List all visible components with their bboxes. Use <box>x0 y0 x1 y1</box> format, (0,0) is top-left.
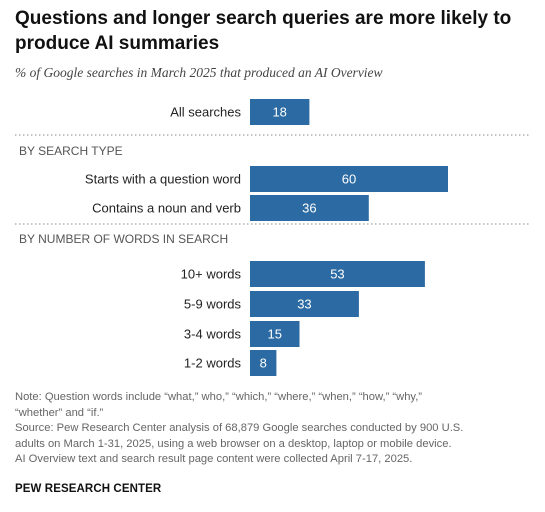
bar <box>250 321 300 347</box>
data-label: 36 <box>302 201 316 216</box>
group-heading: BY SEARCH TYPE <box>19 144 123 158</box>
data-label: 8 <box>260 356 267 371</box>
category-label: 10+ words <box>181 267 242 282</box>
data-label: 53 <box>330 267 344 282</box>
category-label: Starts with a question word <box>85 172 241 187</box>
bar <box>250 291 359 317</box>
bar <box>250 166 448 192</box>
data-label: 18 <box>272 105 286 120</box>
publisher-brand: PEW RESEARCH CENTER <box>15 483 162 495</box>
note-line: “whether” and “if.” <box>15 406 104 419</box>
category-label: 5-9 words <box>184 297 242 312</box>
bar <box>250 195 369 221</box>
bar-chart: All searches 18 BY SEARCH TYPE Starts with … <box>15 99 530 376</box>
source-line: adults on March 1-31, 2025, using a web … <box>15 437 452 450</box>
bar <box>250 350 277 376</box>
chart-note: Note: Question words include “what,” who… <box>15 390 530 468</box>
source-line: AI Overview text and search result page … <box>15 453 413 466</box>
bar <box>250 99 310 125</box>
category-label: 1-2 words <box>184 356 242 371</box>
category-label: All searches <box>170 105 241 120</box>
chart-subtitle: % of Google searches in March 2025 that … <box>15 65 383 80</box>
data-label: 33 <box>297 297 311 312</box>
chart-title: Questions and longer search queries are … <box>15 8 512 54</box>
data-label: 15 <box>268 327 282 342</box>
category-label: Contains a noun and verb <box>92 201 241 216</box>
category-label: 3-4 words <box>184 327 242 342</box>
bar <box>250 261 425 287</box>
source-line: Source: Pew Research Center analysis of … <box>15 422 464 435</box>
group-heading: BY NUMBER OF WORDS IN SEARCH <box>19 232 228 246</box>
data-label: 60 <box>342 172 356 187</box>
note-line: Note: Question words include “what,” who… <box>15 391 423 403</box>
